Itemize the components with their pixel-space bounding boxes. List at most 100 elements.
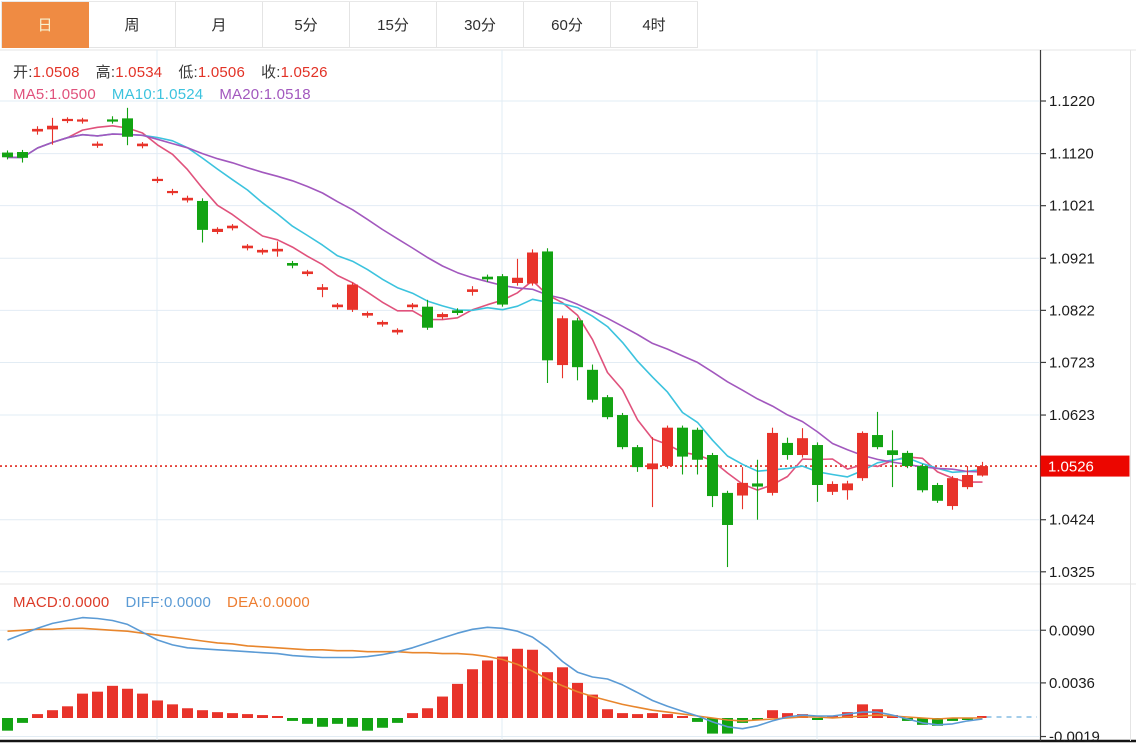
- macd-bar: [242, 714, 253, 718]
- candle-body: [587, 369, 598, 400]
- tab-day[interactable]: 日: [2, 2, 89, 48]
- current-price-label: 1.0526: [1048, 459, 1094, 476]
- macd-bar: [932, 718, 943, 726]
- macd-bar: [542, 672, 553, 718]
- ohlc-value: 1.0526: [280, 64, 328, 81]
- macd-bar: [107, 685, 118, 718]
- candle-body: [827, 483, 838, 492]
- macd-label: DEA:: [227, 594, 263, 611]
- macd-bar: [497, 656, 508, 718]
- candle-body: [392, 329, 403, 333]
- ma20-line: [7, 133, 983, 473]
- candle-body: [692, 429, 703, 460]
- macd-bar: [17, 718, 28, 723]
- macd-value: 0.0000: [262, 594, 310, 611]
- macd-item: DIFF:0.0000: [125, 594, 211, 611]
- candle-body: [467, 289, 478, 292]
- candle-body: [2, 152, 13, 158]
- candle-body: [377, 321, 388, 325]
- macd-bar: [512, 648, 523, 718]
- timeframe-tabs: 日周月 5分 15分 30分 60分 4时: [1, 1, 698, 48]
- ma-value: 1.0524: [156, 86, 204, 103]
- macd-bar: [557, 667, 568, 718]
- macd-bar: [332, 718, 343, 724]
- candle-body: [947, 478, 958, 507]
- macd-bar: [377, 718, 388, 728]
- macd-bar: [962, 718, 973, 720]
- candle-body: [977, 466, 988, 476]
- price-tick-label: 1.0623: [1049, 407, 1095, 424]
- candle-body: [557, 318, 568, 366]
- candle-body: [407, 304, 418, 308]
- macd-bar: [797, 714, 808, 718]
- ohlc-label: 高:: [95, 64, 116, 81]
- candle-body: [812, 445, 823, 486]
- macd-bar: [572, 682, 583, 718]
- ohlc-item: 低:1.0506: [178, 64, 245, 81]
- tab-60min[interactable]: 60分: [524, 2, 611, 48]
- ohlc-label: 收:: [261, 64, 281, 81]
- price-tick-label: 1.0921: [1049, 250, 1095, 267]
- ma-label: MA20:: [219, 86, 264, 103]
- candle-body: [737, 482, 748, 496]
- macd-item: MACD:0.0000: [13, 594, 109, 611]
- ohlc-item: 收:1.0526: [261, 64, 328, 81]
- ma-label: MA5:: [13, 86, 49, 103]
- macd-bar: [617, 713, 628, 718]
- candle-body: [572, 320, 583, 368]
- macd-bar: [482, 660, 493, 718]
- candle-body: [167, 190, 178, 194]
- candle-body: [602, 397, 613, 418]
- macd-bar: [77, 693, 88, 718]
- macd-tick-label: 0.0036: [1049, 675, 1095, 692]
- macd-bar: [317, 718, 328, 727]
- ohlc-value: 1.0506: [197, 64, 246, 81]
- candle-body: [287, 263, 298, 266]
- candle-body: [677, 427, 688, 457]
- ohlc-label: 低:: [178, 64, 198, 81]
- macd-value: 0.0000: [62, 594, 110, 611]
- macd-bar: [62, 706, 73, 718]
- macd-value: 0.0000: [163, 594, 212, 611]
- candle-body: [782, 442, 793, 456]
- macd-bar: [152, 700, 163, 718]
- candle-body: [212, 228, 223, 232]
- candle-body: [857, 432, 868, 479]
- ohlc-value: 1.0534: [115, 64, 163, 81]
- macd-bar: [92, 691, 103, 718]
- candle-body: [437, 314, 448, 318]
- macd-bar: [452, 683, 463, 718]
- macd-bar: [347, 718, 358, 727]
- candle-body: [917, 466, 928, 491]
- candle-body: [647, 463, 658, 470]
- diff-line: [7, 616, 983, 730]
- tab-month[interactable]: 月: [176, 2, 263, 48]
- price-tick-label: 1.0325: [1049, 564, 1095, 581]
- tab-30min[interactable]: 30分: [437, 2, 524, 48]
- macd-bar: [227, 713, 238, 718]
- macd-bar: [527, 649, 538, 718]
- candle-body: [317, 287, 328, 290]
- macd-bar: [782, 713, 793, 718]
- macd-bar: [677, 716, 688, 718]
- macd-label: DIFF:: [125, 594, 164, 611]
- candle-body: [422, 306, 433, 328]
- candle-body: [632, 447, 643, 468]
- tab-5min[interactable]: 5分: [263, 2, 350, 48]
- tab-week[interactable]: 周: [89, 2, 176, 48]
- tab-15min[interactable]: 15分: [350, 2, 437, 48]
- macd-bar: [212, 712, 223, 718]
- macd-bar: [2, 718, 13, 731]
- macd-bar: [947, 718, 958, 721]
- price-tick-label: 1.0822: [1049, 302, 1095, 319]
- candle-body: [302, 271, 313, 275]
- candle-body: [497, 276, 508, 305]
- candle-body: [257, 249, 268, 253]
- candle-body: [17, 152, 28, 158]
- tab-4hour[interactable]: 4时: [611, 2, 698, 48]
- macd-bar: [692, 718, 703, 722]
- candle-body: [362, 312, 373, 316]
- candle-body: [662, 427, 673, 467]
- ma-item: MA20:1.0518: [219, 86, 310, 103]
